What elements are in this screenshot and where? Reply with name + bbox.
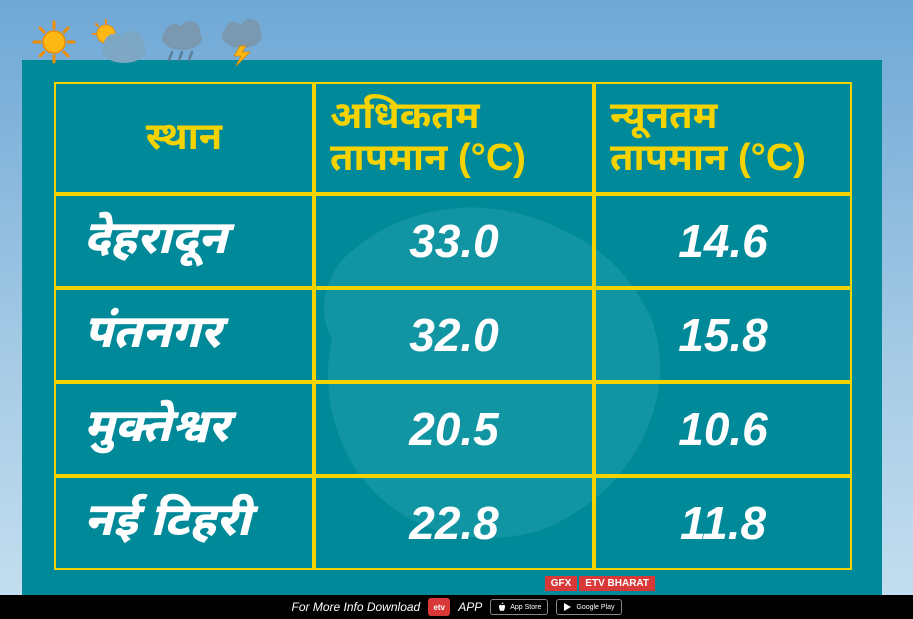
weather-icon-strip xyxy=(28,18,268,66)
footer-download-text: For More Info Download xyxy=(291,600,420,614)
cell-min: 15.8 xyxy=(594,288,852,382)
cell-min: 10.6 xyxy=(594,382,852,476)
sun-icon xyxy=(28,18,80,66)
etv-bharat-label: ETV BHARAT xyxy=(579,576,655,591)
app-store-badge: App Store xyxy=(490,599,548,615)
play-icon xyxy=(563,602,573,612)
column-header-max-temp: अधिकतम तापमान (°C) xyxy=(314,82,594,194)
gfx-label: GFX xyxy=(545,576,578,591)
table-row: नई टिहरी 22.8 11.8 xyxy=(54,476,852,570)
google-play-badge: Google Play xyxy=(556,599,621,615)
storm-cloud-icon xyxy=(216,18,268,66)
temperature-table: स्थान अधिकतम तापमान (°C) न्यूनतम तापमान … xyxy=(54,82,852,570)
cell-location: मुक्तेश्वर xyxy=(54,382,314,476)
cell-max: 33.0 xyxy=(314,194,594,288)
table-header-row: स्थान अधिकतम तापमान (°C) न्यूनतम तापमान … xyxy=(54,82,852,194)
footer-content: For More Info Download etv APP App Store… xyxy=(291,598,621,616)
table-row: मुक्तेश्वर 20.5 10.6 xyxy=(54,382,852,476)
apple-icon xyxy=(497,602,507,612)
etv-app-logo-icon: etv xyxy=(428,598,450,616)
column-header-min-temp: न्यूनतम तापमान (°C) xyxy=(594,82,852,194)
footer-bar: For More Info Download etv APP App Store… xyxy=(0,595,913,619)
cell-min: 14.6 xyxy=(594,194,852,288)
table-row: देहरादून 33.0 14.6 xyxy=(54,194,852,288)
cell-max: 20.5 xyxy=(314,382,594,476)
table-row: पंतनगर 32.0 15.8 xyxy=(54,288,852,382)
cell-location: पंतनगर xyxy=(54,288,314,382)
gfx-etv-badge: GFX ETV BHARAT xyxy=(545,576,655,591)
cell-max: 22.8 xyxy=(314,476,594,570)
cell-location: देहरादून xyxy=(54,194,314,288)
sun-cloud-icon xyxy=(88,18,148,66)
column-header-location: स्थान xyxy=(54,82,314,194)
cell-location: नई टिहरी xyxy=(54,476,314,570)
rain-cloud-icon xyxy=(156,18,208,66)
footer-app-label: APP xyxy=(458,600,482,614)
cell-min: 11.8 xyxy=(594,476,852,570)
cell-max: 32.0 xyxy=(314,288,594,382)
